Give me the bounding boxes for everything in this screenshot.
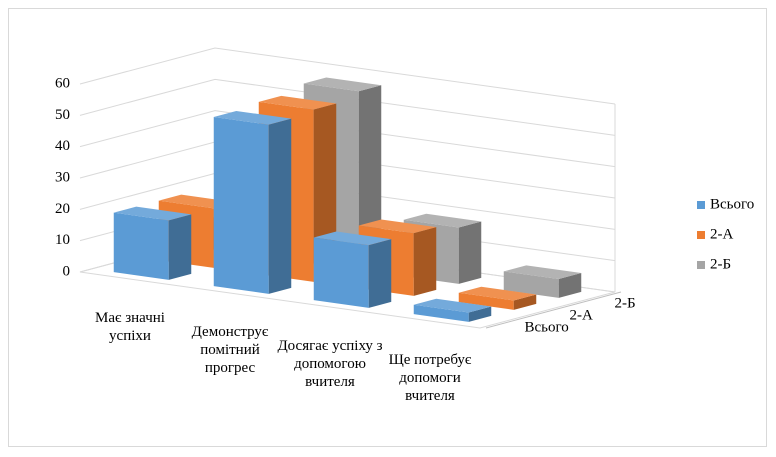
bar-top — [413, 298, 492, 313]
x-tick-label: Ще потребує допомоги вчителя — [388, 352, 472, 404]
bar-side — [513, 294, 537, 310]
bar-side — [368, 239, 392, 308]
legend-label: Всього — [710, 196, 754, 212]
bar — [313, 231, 392, 308]
bar-side — [168, 214, 192, 280]
bar-front — [503, 271, 559, 298]
legend-label: 2-Б — [710, 256, 731, 272]
bar — [413, 298, 492, 322]
grid-line — [79, 110, 616, 168]
y-tick-label: 20 — [55, 201, 70, 217]
legend-label: 2-А — [710, 226, 733, 242]
depth-axis — [485, 291, 622, 329]
x-tick-label: Має значні успіхи — [95, 310, 165, 344]
bar-top — [458, 286, 537, 301]
bar-side — [558, 273, 582, 298]
y-tick-label: 30 — [55, 169, 70, 185]
bar-top — [213, 110, 292, 125]
bar — [213, 110, 292, 294]
grid-line — [79, 47, 616, 105]
bar — [458, 286, 537, 310]
y-tick-label: 40 — [55, 138, 70, 154]
grid-line — [79, 78, 616, 136]
bar-front — [413, 304, 469, 322]
y-tick-label: 50 — [55, 107, 70, 123]
bar — [503, 265, 582, 298]
bar-top — [313, 231, 392, 246]
bar-side — [458, 221, 482, 284]
bar-top — [503, 265, 582, 280]
bar — [113, 206, 192, 280]
depth-tick-label: Всього — [525, 319, 569, 335]
bar-front — [458, 292, 514, 310]
bar-front — [113, 212, 169, 280]
x-tick-label: Демонструє помітний прогрес — [191, 324, 269, 376]
legend-swatch — [697, 261, 705, 269]
y-tick-label: 60 — [55, 75, 70, 91]
bar-top — [403, 213, 482, 228]
x-tick-label: Досягає успіху з допомогою вчителя — [277, 338, 383, 390]
depth-tick-label: 2-А — [570, 307, 593, 323]
bar-top — [113, 206, 192, 221]
bar-side — [468, 306, 492, 322]
legend-swatch — [697, 201, 705, 209]
y-tick-label: 0 — [63, 263, 71, 279]
bar-front — [213, 116, 269, 294]
bar-side — [268, 118, 292, 294]
bar-top — [303, 77, 382, 92]
y-tick-label: 10 — [55, 232, 70, 248]
depth-tick-label: 2-Б — [615, 295, 636, 311]
bar-front — [313, 237, 369, 308]
legend-swatch — [697, 231, 705, 239]
bar-top — [258, 95, 337, 110]
bar-top — [358, 219, 437, 234]
bar-side — [413, 227, 437, 296]
